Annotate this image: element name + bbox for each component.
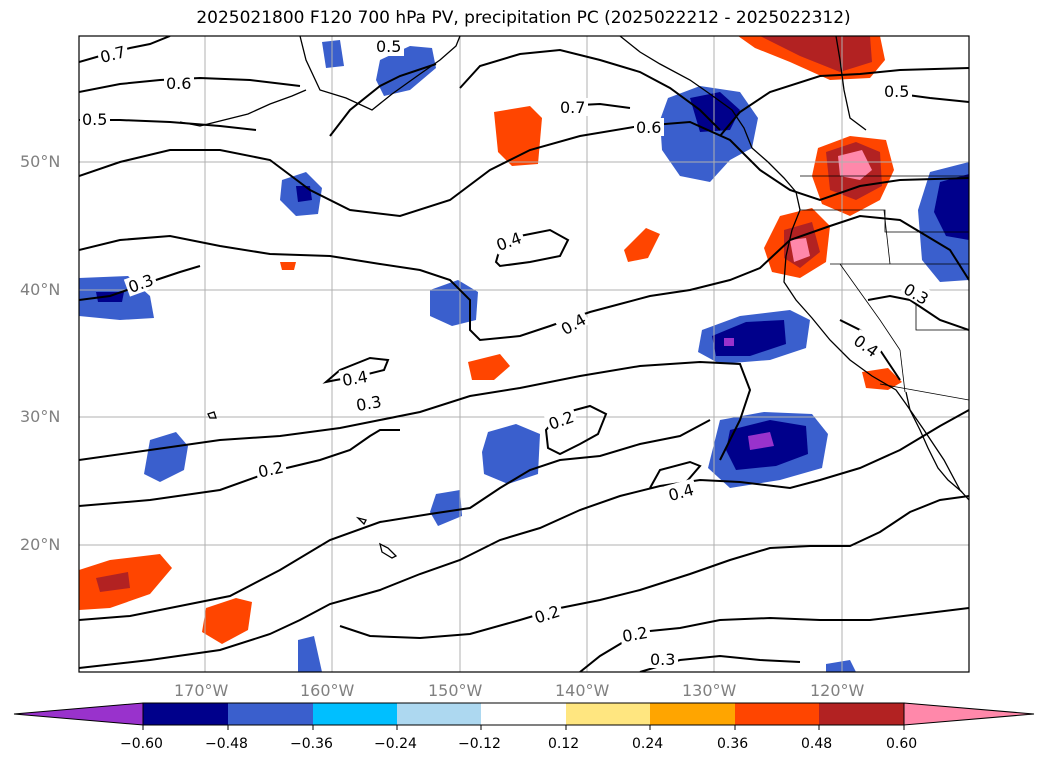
lon-label: 120°W bbox=[810, 681, 865, 700]
colorbar-tick-label: −0.60 bbox=[120, 736, 163, 752]
contour-label: 0.7 bbox=[560, 98, 585, 117]
precip-positive-area bbox=[790, 238, 810, 262]
contour-label: 0.7 bbox=[98, 42, 127, 67]
colorbar-segment bbox=[143, 703, 228, 725]
precip-negative-area bbox=[934, 174, 969, 240]
colorbar-tick-label: −0.36 bbox=[290, 736, 333, 752]
precip-negative-area bbox=[144, 432, 188, 482]
colorbar-tick-label: 0.12 bbox=[548, 736, 580, 752]
colorbar-segment bbox=[819, 703, 904, 725]
map-title: 2025021800 F120 700 hPa PV, precipitatio… bbox=[196, 8, 851, 28]
precip-positive-area bbox=[760, 36, 872, 72]
lon-label: 170°W bbox=[174, 681, 229, 700]
pv-contours bbox=[79, 36, 969, 672]
contour-label: 0.5 bbox=[82, 110, 107, 129]
colorbar-tick-label: −0.24 bbox=[374, 736, 417, 752]
precip-positive-area bbox=[838, 150, 872, 180]
colorbar-min-arrow bbox=[13, 702, 144, 726]
precip-negative-area bbox=[430, 280, 478, 326]
colorbar-segment bbox=[481, 703, 566, 725]
colorbar-tick-label: −0.48 bbox=[205, 736, 248, 752]
precip-negative-area bbox=[322, 40, 344, 68]
colorbar-segment bbox=[313, 703, 397, 725]
contour-label: 0.5 bbox=[376, 37, 401, 56]
colorbar-tick-label: 0.24 bbox=[632, 736, 664, 752]
precip-negative-area bbox=[376, 46, 436, 96]
contour-label: 0.6 bbox=[166, 74, 191, 93]
contour-label: 0.6 bbox=[636, 118, 661, 137]
precip-negative-area bbox=[690, 92, 740, 132]
lat-label: 40°N bbox=[20, 280, 61, 299]
contour-label: 0.5 bbox=[884, 82, 909, 101]
lon-label: 130°W bbox=[682, 681, 737, 700]
colorbar-tick-label: −0.12 bbox=[458, 736, 501, 752]
precip-negative-area bbox=[724, 338, 734, 346]
colorbar-tick-label: 0.48 bbox=[801, 736, 833, 752]
contour-label: 0.2 bbox=[256, 458, 285, 482]
precip-positive-area bbox=[862, 368, 902, 390]
colorbar-max-arrow bbox=[903, 702, 1035, 726]
precip-negative-area bbox=[298, 636, 322, 672]
precip-shading bbox=[79, 36, 969, 672]
map-frame bbox=[78, 35, 970, 673]
precip-negative-area bbox=[826, 660, 856, 672]
contour-label: 0.4 bbox=[341, 367, 369, 390]
precip-positive-area bbox=[96, 572, 130, 592]
colorbar-segment bbox=[650, 703, 735, 725]
lon-label: 140°W bbox=[555, 681, 610, 700]
precip-negative-area bbox=[748, 432, 774, 450]
colorbar-segment bbox=[397, 703, 481, 725]
precip-negative-area bbox=[296, 186, 312, 202]
colorbar-tick-label: 0.60 bbox=[886, 736, 918, 752]
coastlines bbox=[179, 36, 969, 559]
colorbar-segment bbox=[228, 703, 313, 725]
contour-label: 0.3 bbox=[355, 392, 383, 415]
precip-negative-area bbox=[482, 424, 540, 484]
precip-positive-area bbox=[624, 228, 660, 262]
colorbar-segment bbox=[566, 703, 650, 725]
contour-label: 0.3 bbox=[650, 650, 675, 669]
lat-label: 30°N bbox=[20, 407, 61, 426]
precip-negative-area bbox=[712, 320, 786, 356]
contour-label: 0.2 bbox=[621, 623, 649, 646]
lon-label: 160°W bbox=[300, 681, 355, 700]
lat-label: 20°N bbox=[20, 535, 61, 554]
lon-label: 150°W bbox=[428, 681, 483, 700]
precip-positive-area bbox=[468, 354, 510, 380]
precip-negative-area bbox=[430, 490, 462, 526]
precip-positive-area bbox=[202, 598, 252, 644]
colorbar-tick-label: 0.36 bbox=[717, 736, 749, 752]
colorbar bbox=[13, 702, 1035, 730]
precip-positive-area bbox=[280, 262, 296, 270]
lat-label: 50°N bbox=[20, 152, 61, 171]
colorbar-segment bbox=[735, 703, 819, 725]
